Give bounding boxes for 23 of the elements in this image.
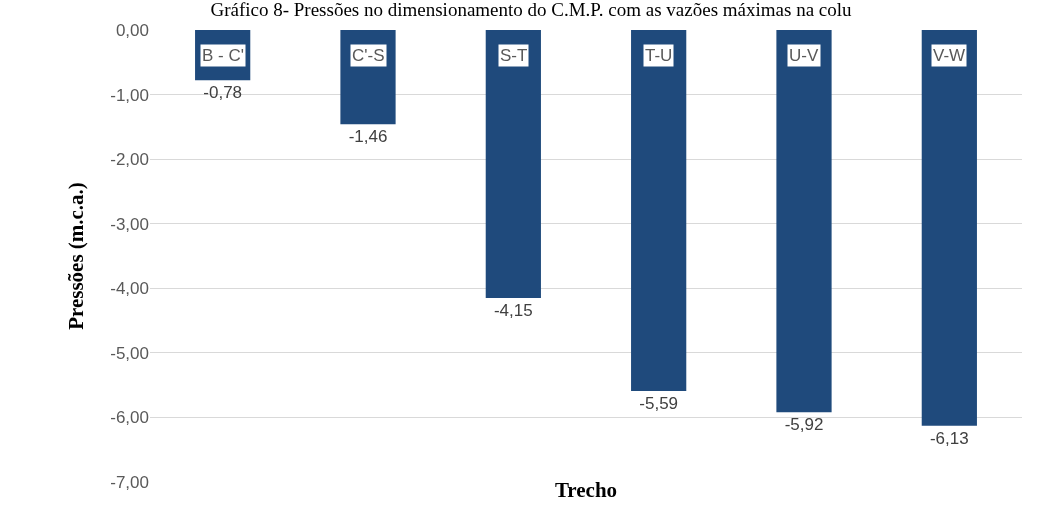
y-tick-label: -7,00 <box>110 472 149 492</box>
y-tick-label: -3,00 <box>110 214 149 234</box>
y-tick-label: -1,00 <box>110 85 149 105</box>
data-label: -1,46 <box>348 127 388 147</box>
y-axis-title: Pressões (m.c.a.) <box>64 182 89 330</box>
chart-title: Gráfico 8- Pressões no dimensionamento do C.M.P. com as vazões máximas na colu <box>210 0 853 20</box>
data-label: -5,92 <box>784 415 824 435</box>
x-tick-label: T-U <box>645 46 673 65</box>
y-tick-label: 0,00 <box>115 20 149 40</box>
x-tick-label: V-W <box>933 46 966 65</box>
data-label: -0,78 <box>203 83 243 103</box>
y-tick-label: -2,00 <box>110 150 149 170</box>
data-label: -5,59 <box>639 393 679 413</box>
y-tick-label: -6,00 <box>110 408 149 428</box>
x-tick-label: U-V <box>789 46 819 65</box>
x-tick-label: B - C' <box>202 46 244 65</box>
x-tick-label: C'-S <box>352 46 385 65</box>
y-tick-label: -4,00 <box>110 279 149 299</box>
x-axis-title: Trecho <box>554 478 618 503</box>
data-label: -6,13 <box>929 428 969 448</box>
data-label: -4,15 <box>493 300 533 320</box>
y-tick-label: -5,00 <box>110 343 149 363</box>
x-tick-label: S-T <box>500 46 528 65</box>
